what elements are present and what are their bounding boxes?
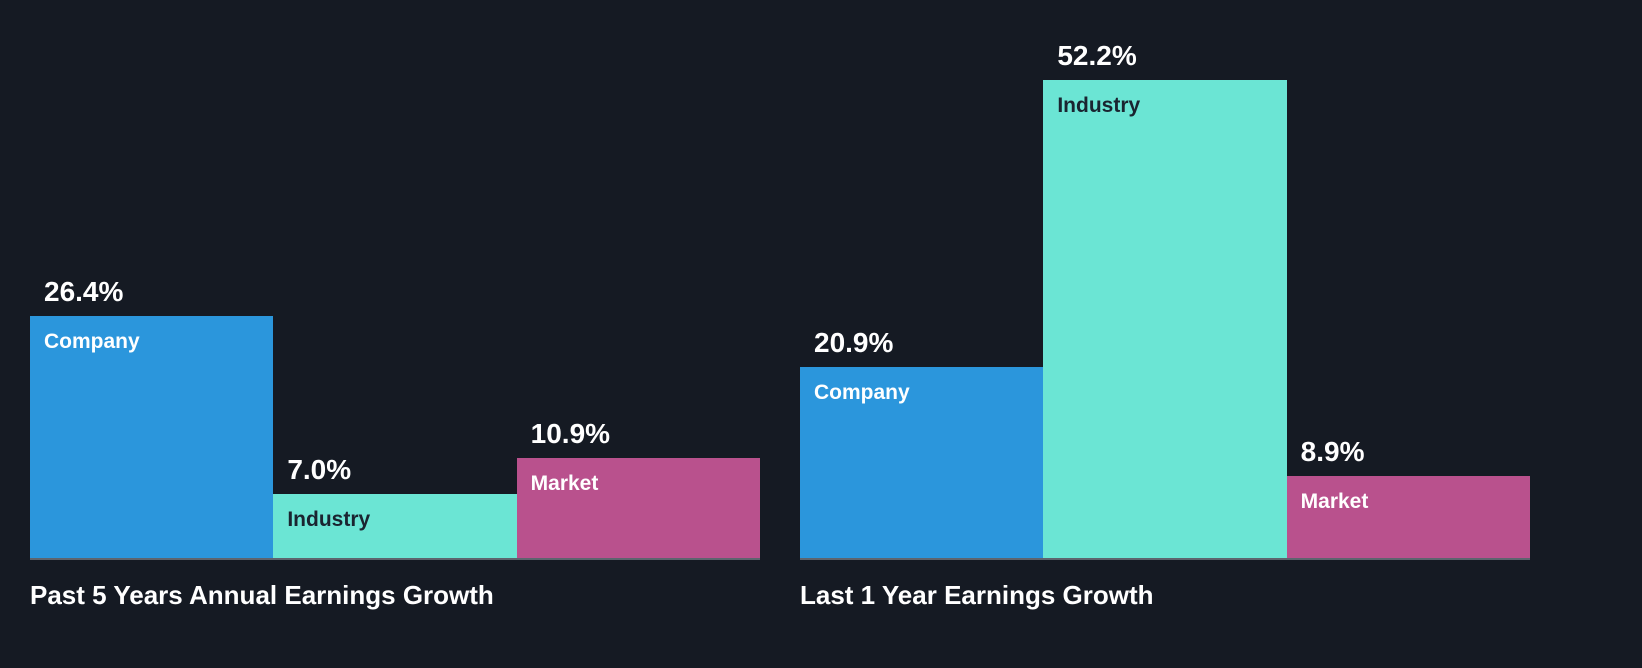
bar-value-label: 8.9% <box>1300 436 1365 467</box>
bar-category-label: Industry <box>287 508 371 531</box>
bar-value-label: 20.9% <box>814 327 894 358</box>
chart-last-1-year: 20.9% Company 52.2% Industry 8.9% Market… <box>800 38 1530 611</box>
bar-industry: 52.2% Industry <box>1043 40 1287 558</box>
chart-past-5-years: 26.4% Company 7.0% Industry 10.9% Market… <box>30 38 760 611</box>
bar-market-fill: Market <box>1286 476 1530 558</box>
bar-category-label: Company <box>44 330 140 353</box>
bar-company: 26.4% Company <box>30 276 274 558</box>
bar-industry-fill: Industry <box>1043 80 1287 558</box>
bar-category-label: Company <box>814 381 910 404</box>
bar-market-fill: Market <box>516 458 760 558</box>
bar-market: 10.9% Market <box>516 418 760 558</box>
bar-company: 20.9% Company <box>800 327 1044 558</box>
plot-area: 26.4% Company 7.0% Industry 10.9% Market <box>30 38 760 558</box>
bar-category-label: Market <box>530 472 599 495</box>
charts-row: 26.4% Company 7.0% Industry 10.9% Market… <box>30 38 1530 611</box>
bar-company-fill: Company <box>30 316 274 558</box>
bar-category-label: Industry <box>1057 94 1141 117</box>
chart-title: Past 5 Years Annual Earnings Growth <box>30 580 494 610</box>
chart-title: Last 1 Year Earnings Growth <box>800 580 1154 610</box>
bar-company-fill: Company <box>800 367 1044 558</box>
bar-market: 8.9% Market <box>1286 436 1530 558</box>
plot-area: 20.9% Company 52.2% Industry 8.9% Market <box>800 38 1530 558</box>
bar-industry: 7.0% Industry <box>273 454 517 558</box>
bar-category-label: Market <box>1300 490 1369 513</box>
x-axis-line <box>800 558 1530 560</box>
bar-value-label: 52.2% <box>1057 40 1137 71</box>
bar-value-label: 7.0% <box>287 454 352 485</box>
bar-industry-fill: Industry <box>273 494 517 558</box>
bar-value-label: 26.4% <box>44 276 124 307</box>
bar-value-label: 10.9% <box>530 418 611 449</box>
x-axis-line <box>30 558 760 560</box>
